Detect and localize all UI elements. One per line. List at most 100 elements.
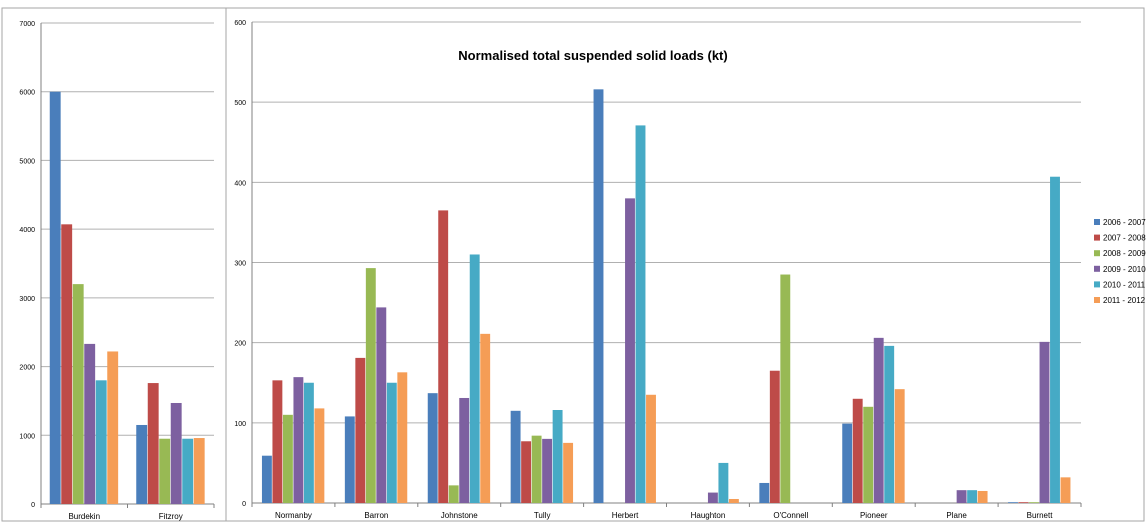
left-y-tick-label: 4000 bbox=[19, 227, 35, 234]
right-bar bbox=[563, 442, 574, 503]
right-x-tick-label: Burnett bbox=[1027, 511, 1054, 520]
left-x-tick-label: Fitzroy bbox=[159, 512, 183, 521]
legend-label: 2008 - 2009 bbox=[1103, 249, 1146, 258]
right-x-tick-label: Barron bbox=[364, 511, 388, 520]
right-bar bbox=[397, 372, 408, 503]
left-y-tick-label: 5000 bbox=[19, 158, 35, 165]
right-bar bbox=[852, 398, 863, 503]
right-x-tick-label: Tully bbox=[534, 511, 551, 520]
right-x-tick-label: O'Connell bbox=[773, 511, 808, 520]
right-bar bbox=[386, 382, 397, 503]
right-bar bbox=[780, 274, 791, 503]
right-bar bbox=[344, 416, 355, 503]
right-bar bbox=[510, 410, 521, 503]
right-y-tick-label: 500 bbox=[234, 100, 246, 107]
right-x-tick-label: Normanby bbox=[275, 511, 312, 520]
left-x-tick-labels: Burdekin Fitzroy bbox=[40, 504, 215, 521]
right-bar bbox=[272, 380, 283, 503]
right-bar bbox=[884, 345, 895, 503]
left-bar bbox=[95, 380, 107, 504]
left-bar bbox=[61, 224, 73, 504]
left-bars bbox=[49, 91, 205, 504]
right-bar bbox=[967, 490, 978, 503]
left-y-tick-label: 7000 bbox=[19, 21, 35, 28]
left-bar bbox=[84, 343, 96, 504]
legend-swatch bbox=[1094, 281, 1100, 288]
left-bar bbox=[193, 438, 205, 504]
left-bar bbox=[107, 351, 119, 504]
right-bar bbox=[355, 357, 366, 503]
legend-label: 2007 - 2008 bbox=[1103, 234, 1146, 243]
legend-swatch bbox=[1094, 297, 1100, 303]
right-bar bbox=[635, 125, 646, 503]
legend-label: 2011 - 2012 bbox=[1103, 296, 1146, 305]
right-bar bbox=[448, 485, 459, 503]
right-bar bbox=[593, 89, 604, 503]
right-bar bbox=[427, 393, 438, 503]
right-bar bbox=[261, 455, 272, 503]
right-y-tick-label: 100 bbox=[234, 421, 246, 428]
right-bar bbox=[1050, 176, 1060, 503]
right-x-tick-label: Pioneer bbox=[860, 511, 888, 520]
right-x-tick-label: Plane bbox=[946, 511, 967, 520]
right-bar bbox=[977, 490, 988, 503]
left-bar bbox=[182, 438, 194, 504]
right-bar bbox=[1039, 341, 1050, 503]
right-bar bbox=[718, 462, 729, 503]
right-x-tick-label: Herbert bbox=[612, 511, 639, 520]
left-bar bbox=[49, 91, 61, 504]
right-bar bbox=[646, 394, 656, 503]
right-bar bbox=[552, 410, 563, 503]
right-bar bbox=[469, 254, 480, 503]
right-y-tick-label: 300 bbox=[234, 261, 246, 268]
right-bar bbox=[293, 377, 304, 503]
right-y-tick-label: 200 bbox=[234, 341, 246, 348]
right-bar bbox=[542, 438, 553, 503]
legend-label: 2006 - 2007 bbox=[1103, 218, 1146, 227]
right-bar bbox=[282, 414, 293, 503]
left-y-tick-label: 1000 bbox=[19, 433, 35, 440]
right-bar bbox=[303, 382, 314, 503]
legend-label: 2010 - 2011 bbox=[1103, 280, 1146, 289]
left-y-tick-label: 3000 bbox=[19, 296, 35, 303]
right-x-tick-labels: Normanby Barron Johnstone Tully Herbert Haugh… bbox=[251, 503, 1082, 520]
right-bar bbox=[314, 408, 325, 503]
left-y-tick-label: 0 bbox=[31, 502, 35, 509]
right-x-tick-label: Johnstone bbox=[441, 511, 478, 520]
legend-swatch bbox=[1094, 265, 1100, 272]
right-bar bbox=[521, 441, 532, 503]
left-y-tick-label: 6000 bbox=[19, 90, 35, 97]
right-bar bbox=[956, 490, 967, 503]
right-bar bbox=[894, 389, 905, 503]
right-bar bbox=[1008, 502, 1018, 503]
legend-swatch bbox=[1094, 219, 1100, 225]
legend-swatch bbox=[1094, 250, 1100, 257]
right-y-tick-label: 0 bbox=[242, 501, 246, 508]
left-bar bbox=[170, 402, 182, 504]
right-bar bbox=[365, 268, 376, 503]
left-x-tick-label: Burdekin bbox=[68, 512, 100, 521]
right-bar bbox=[873, 337, 884, 503]
left-y-tick-label: 2000 bbox=[19, 365, 35, 372]
left-bar bbox=[72, 284, 84, 504]
right-bar bbox=[707, 492, 718, 503]
right-y-tick-label: 600 bbox=[234, 20, 246, 27]
right-bar bbox=[376, 307, 387, 503]
right-bar bbox=[1060, 477, 1071, 503]
right-bars bbox=[261, 89, 1071, 503]
right-bar bbox=[769, 370, 780, 503]
right-bar bbox=[728, 498, 739, 503]
left-bar bbox=[147, 383, 159, 504]
legend-swatch bbox=[1094, 234, 1100, 241]
left-y-tick-labels: 0 1000 2000 3000 4000 5000 6000 7000 bbox=[19, 21, 35, 509]
right-bar bbox=[863, 406, 874, 503]
right-bar bbox=[842, 423, 853, 503]
right-x-tick-label: Haughton bbox=[691, 511, 726, 520]
right-bar bbox=[625, 198, 635, 503]
right-bar bbox=[438, 210, 449, 503]
left-bar bbox=[136, 424, 148, 504]
right-bar bbox=[531, 435, 542, 503]
right-bar bbox=[480, 333, 491, 503]
